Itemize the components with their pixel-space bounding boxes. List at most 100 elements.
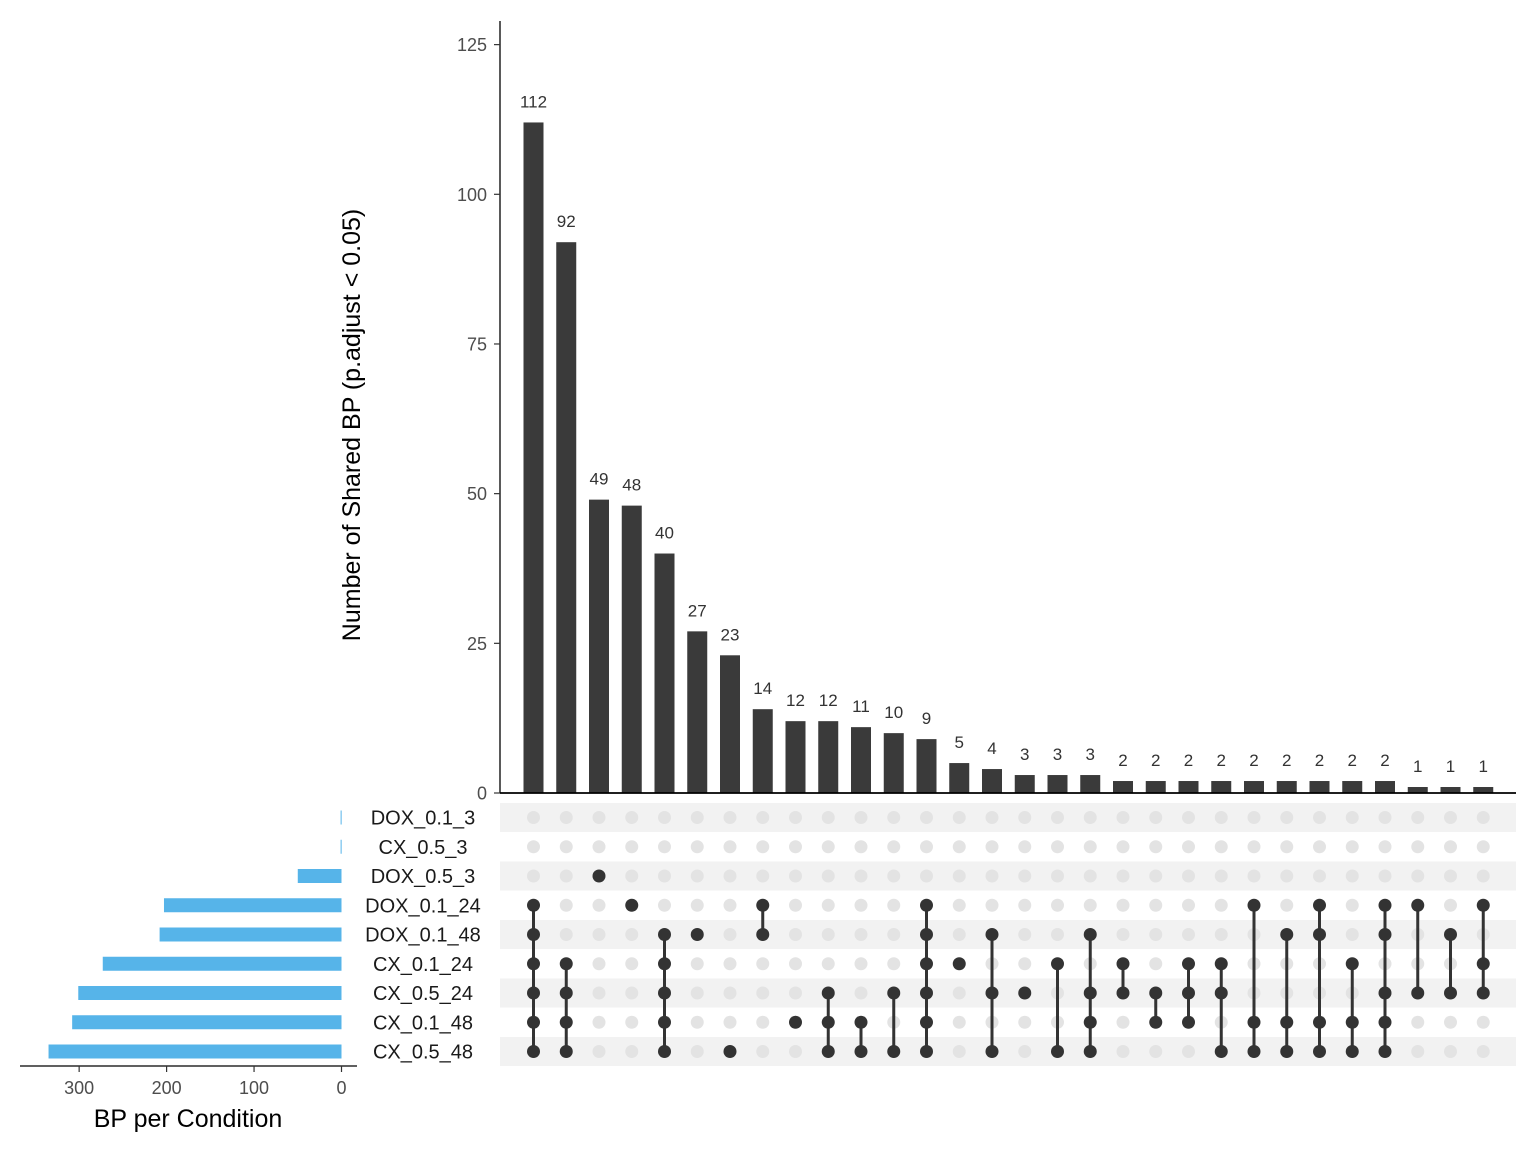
intersection-bar bbox=[589, 499, 609, 793]
matrix-dot-empty bbox=[1116, 1015, 1130, 1029]
intersection-value-label: 5 bbox=[955, 733, 964, 752]
matrix-dot-filled bbox=[527, 957, 540, 971]
matrix-dot-filled bbox=[559, 1045, 573, 1058]
intersection-value-label: 12 bbox=[819, 691, 838, 710]
matrix-dot-filled bbox=[854, 1045, 868, 1058]
intersection-value-label: 23 bbox=[721, 625, 740, 644]
matrix-dot-empty bbox=[1345, 869, 1359, 883]
matrix-dot-empty bbox=[1018, 957, 1032, 971]
matrix-dot-empty bbox=[723, 957, 737, 971]
intersection-bar bbox=[1113, 781, 1133, 793]
matrix-dot-empty bbox=[625, 840, 639, 854]
matrix-dot-empty bbox=[1378, 811, 1392, 824]
matrix-dot-empty bbox=[1018, 840, 1032, 854]
matrix-dot-filled bbox=[1345, 1045, 1359, 1058]
matrix-dot-empty bbox=[789, 840, 802, 854]
matrix-dot-filled bbox=[985, 1045, 999, 1058]
matrix-dot-empty bbox=[756, 1015, 770, 1029]
matrix-dot-empty bbox=[592, 957, 606, 971]
intersection-bar bbox=[1244, 781, 1264, 793]
matrix-dot-filled bbox=[1378, 928, 1392, 941]
matrix-dot-empty bbox=[1280, 869, 1294, 883]
matrix-dot-filled bbox=[887, 1045, 901, 1058]
matrix-dot-empty bbox=[1313, 811, 1326, 824]
matrix-dot-filled bbox=[559, 1015, 573, 1029]
set-size-bar bbox=[340, 839, 342, 854]
matrix-dot-filled bbox=[559, 986, 573, 1000]
matrix-dot-filled bbox=[1411, 898, 1425, 912]
matrix-dot-empty bbox=[789, 898, 802, 912]
matrix-dot-filled bbox=[1476, 898, 1490, 912]
matrix-dot-empty bbox=[1444, 898, 1457, 912]
matrix-dot-filled bbox=[920, 928, 933, 941]
matrix-dot-filled bbox=[756, 898, 770, 912]
set-size-tick-label: 300 bbox=[64, 1078, 94, 1098]
matrix-dot-empty bbox=[1149, 898, 1163, 912]
intersection-value-label: 112 bbox=[520, 92, 547, 111]
intersection-value-label: 2 bbox=[1380, 751, 1389, 770]
matrix-dot-filled bbox=[658, 928, 671, 941]
intersection-value-label: 4 bbox=[987, 739, 996, 758]
matrix-dot-empty bbox=[1214, 869, 1228, 883]
intersection-bar bbox=[752, 709, 773, 793]
matrix-dot-empty bbox=[952, 898, 966, 912]
y-tick-label: 125 bbox=[457, 35, 487, 55]
set-size-bars bbox=[48, 810, 342, 1059]
matrix-dot-filled bbox=[1116, 986, 1130, 1000]
intersection-bar bbox=[916, 739, 937, 793]
set-size-bar bbox=[48, 1044, 342, 1059]
matrix-dot-filled bbox=[854, 1015, 868, 1029]
matrix-dot-empty bbox=[1116, 869, 1130, 883]
matrix-dot-empty bbox=[1345, 811, 1359, 824]
intersection-bar bbox=[1145, 781, 1166, 793]
matrix-dot-empty bbox=[854, 928, 868, 941]
matrix-row-band bbox=[500, 978, 1516, 1008]
matrix-dot-empty bbox=[690, 1045, 704, 1058]
intersection-bar bbox=[523, 122, 544, 794]
matrix-dot-empty bbox=[527, 811, 540, 824]
matrix-dot-empty bbox=[1051, 840, 1064, 854]
matrix-dot-filled bbox=[658, 1015, 671, 1029]
intersection-value-label: 48 bbox=[622, 476, 641, 495]
intersection-value-label: 2 bbox=[1282, 751, 1291, 770]
matrix-dot-empty bbox=[756, 840, 770, 854]
matrix-dot-filled bbox=[527, 898, 540, 912]
intersection-value-label: 2 bbox=[1348, 751, 1357, 770]
intersection-value-label: 9 bbox=[922, 709, 931, 728]
matrix-row-band bbox=[500, 803, 1516, 832]
intersection-value-label: 1 bbox=[1479, 757, 1488, 776]
matrix-dot-filled bbox=[1444, 928, 1457, 941]
matrix-dot-empty bbox=[1116, 1045, 1130, 1058]
intersection-bar bbox=[621, 505, 642, 793]
matrix-dot-empty bbox=[592, 1015, 606, 1029]
matrix-dot-empty bbox=[756, 986, 770, 1000]
matrix-dot-filled bbox=[723, 1045, 737, 1058]
matrix-dot-empty bbox=[756, 957, 770, 971]
matrix-dot-filled bbox=[920, 986, 933, 1000]
matrix-dot-empty bbox=[985, 898, 999, 912]
matrix-dot-empty bbox=[723, 898, 737, 912]
matrix-dot-filled bbox=[1313, 1015, 1326, 1029]
membership-matrix bbox=[527, 811, 1490, 1058]
intersection-value-label: 10 bbox=[884, 703, 903, 722]
matrix-dot-filled bbox=[821, 1045, 835, 1058]
matrix-dot-empty bbox=[756, 811, 770, 824]
matrix-dot-filled bbox=[920, 898, 933, 912]
matrix-dot-filled bbox=[1313, 1045, 1326, 1058]
matrix-dot-empty bbox=[887, 869, 901, 883]
matrix-dot-empty bbox=[690, 986, 704, 1000]
intersection-value-label: 2 bbox=[1151, 751, 1160, 770]
matrix-dot-empty bbox=[789, 957, 802, 971]
matrix-dot-empty bbox=[723, 811, 737, 824]
intersection-value-label: 2 bbox=[1184, 751, 1193, 770]
matrix-dot-empty bbox=[559, 898, 573, 912]
matrix-dot-empty bbox=[1182, 1045, 1195, 1058]
matrix-dot-empty bbox=[952, 811, 966, 824]
matrix-dot-filled bbox=[1313, 898, 1326, 912]
intersection-bar bbox=[851, 727, 871, 793]
y-tick-label: 50 bbox=[467, 484, 487, 504]
matrix-dot-empty bbox=[625, 986, 639, 1000]
